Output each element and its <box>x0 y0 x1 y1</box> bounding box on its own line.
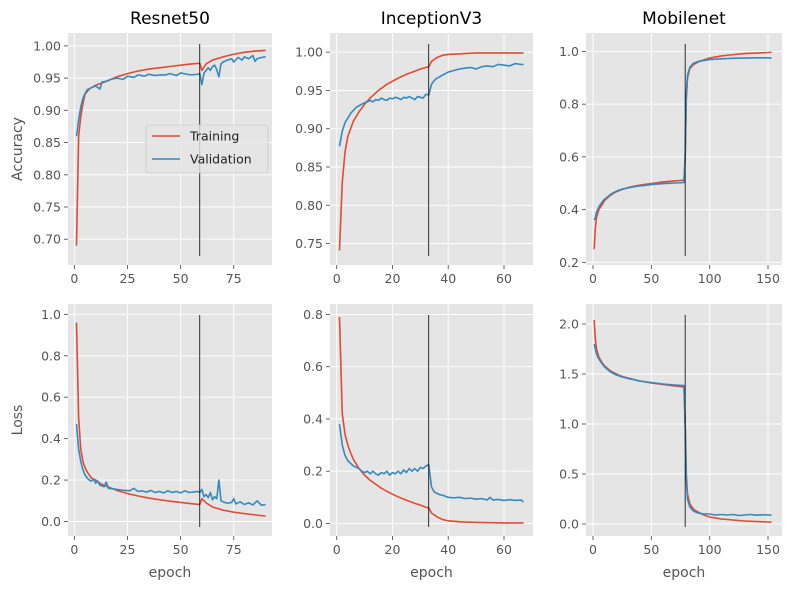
mobilenet-accuracy-xtick-label: 100 <box>698 271 722 286</box>
resnet-accuracy-ylabel: Accuracy <box>10 117 26 181</box>
mobilenet-accuracy-panel: 0 50 100 150 0.2 0.4 0.6 0.8 1.0 Mobilenet <box>559 9 782 286</box>
resnet-accuracy-ytick-label: 0.80 <box>33 167 61 182</box>
inception-loss-xtick-label: 40 <box>440 542 456 557</box>
resnet-loss-xlabel: epoch <box>149 565 192 581</box>
mobilenet-loss-xtick-label: 100 <box>698 542 722 557</box>
resnet-loss-ytick-label: 0.8 <box>41 348 61 363</box>
inception-accuracy-ytick-label: 0.80 <box>295 198 323 213</box>
legend-training-label: Training <box>189 129 239 144</box>
resnet-accuracy-xtick-label: 75 <box>226 271 242 286</box>
resnet-loss-xtick-label: 25 <box>120 542 136 557</box>
resnet-accuracy-xtick-label: 25 <box>120 271 136 286</box>
resnet-loss-panel: 0 25 50 75 0.0 0.2 0.4 0.6 0.8 1.0 epoch Loss <box>10 304 272 581</box>
mobilenet-accuracy-xtick-label: 50 <box>643 271 659 286</box>
inception-accuracy-ytick-label: 0.75 <box>295 236 323 251</box>
resnet-loss-ytick-label: 0.4 <box>41 431 61 446</box>
resnet-accuracy-ytick-label: 0.90 <box>33 103 61 118</box>
inception-accuracy-panel: 0 20 40 60 0.75 0.80 0.85 0.90 0.95 1.00 Inception… <box>295 9 533 286</box>
inception-loss-ytick-label: 0.6 <box>303 359 323 374</box>
inception-loss-ytick-label: 0.0 <box>303 516 323 531</box>
inception-accuracy-ytick-label: 0.85 <box>295 159 323 174</box>
inception-accuracy-training-line <box>338 52 524 251</box>
mobilenet-accuracy-xtick-label: 150 <box>756 271 780 286</box>
resnet-loss-ytick-label: 0.6 <box>41 390 61 405</box>
mobilenet-loss-ytick-label: 1.0 <box>559 417 579 432</box>
mobilenet-loss-axes-background <box>586 304 782 536</box>
inception-accuracy-ytick-label: 0.90 <box>295 121 323 136</box>
mobilenet-accuracy-ytick-label: 1.0 <box>559 44 579 59</box>
resnet-loss-ylabel: Loss <box>10 405 26 436</box>
inception-loss-xtick-label: 20 <box>385 542 401 557</box>
mobilenet-loss-ytick-label: 0.0 <box>559 517 579 532</box>
mobilenet-accuracy-title: Mobilenet <box>642 9 726 29</box>
resnet-loss-training-line <box>75 322 266 517</box>
resnet-accuracy-validation-line <box>75 54 266 137</box>
inception-loss-xlabel: epoch <box>410 565 453 581</box>
inception-loss-ytick-label: 0.8 <box>303 307 323 322</box>
mobilenet-accuracy-validation-line <box>593 56 772 221</box>
mobilenet-loss-ytick-label: 1.5 <box>559 367 579 382</box>
mobilenet-loss-ytick-label: 0.5 <box>559 467 579 482</box>
inception-accuracy-validation-line <box>338 62 524 147</box>
mobilenet-accuracy-ytick-label: 0.6 <box>559 149 579 164</box>
mobilenet-loss-validation-line <box>593 343 772 517</box>
mobilenet-loss-xtick-label: 50 <box>643 542 659 557</box>
resnet-accuracy-ytick-label: 0.70 <box>33 232 61 247</box>
mobilenet-loss-plot-area <box>593 319 772 523</box>
resnet-loss-validation-line <box>75 424 266 507</box>
resnet-loss-axes-background <box>68 304 272 536</box>
inception-loss-xtick-label: 0 <box>333 542 341 557</box>
resnet-accuracy-ytick-label: 0.75 <box>33 200 61 215</box>
resnet-loss-ytick-label: 1.0 <box>41 307 61 322</box>
inception-accuracy-title: InceptionV3 <box>381 9 482 29</box>
inception-loss-axes-background <box>330 304 533 536</box>
mobilenet-loss-xtick-label: 0 <box>589 542 597 557</box>
resnet-accuracy-xtick-label: 50 <box>173 271 189 286</box>
mobilenet-accuracy-ytick-label: 0.8 <box>559 97 579 112</box>
mobilenet-loss-xtick-label: 150 <box>756 542 780 557</box>
resnet-loss-xtick-label: 75 <box>226 542 242 557</box>
resnet-accuracy-xtick-label: 0 <box>70 271 78 286</box>
mobilenet-accuracy-ytick-label: 0.4 <box>559 202 579 217</box>
inception-accuracy-plot-area <box>338 52 524 251</box>
resnet-loss-xtick-label: 50 <box>173 542 189 557</box>
inception-loss-panel: 0 20 40 60 0.0 0.2 0.4 0.6 0.8 epoch <box>303 304 533 581</box>
resnet-accuracy-ytick-label: 0.85 <box>33 135 61 150</box>
inception-accuracy-xtick-label: 20 <box>385 271 401 286</box>
inception-accuracy-xtick-label: 40 <box>440 271 456 286</box>
resnet-loss-ytick-label: 0.2 <box>41 473 61 488</box>
mobilenet-loss-ytick-label: 2.0 <box>559 317 579 332</box>
resnet-loss-plot-area <box>75 322 266 517</box>
mobilenet-accuracy-xtick-label: 0 <box>589 271 597 286</box>
mobilenet-accuracy-plot-area <box>593 51 772 250</box>
resnet-loss-xtick-label: 0 <box>70 542 78 557</box>
resnet-accuracy-plot-area <box>75 49 266 246</box>
inception-loss-xtick-label: 60 <box>496 542 512 557</box>
inception-loss-ytick-label: 0.4 <box>303 411 323 426</box>
legend-validation-label: Validation <box>190 152 252 167</box>
resnet-accuracy-ytick-label: 1.00 <box>33 38 61 53</box>
inception-accuracy-xtick-label: 0 <box>333 271 341 286</box>
inception-accuracy-xtick-label: 60 <box>496 271 512 286</box>
inception-loss-validation-line <box>338 424 524 503</box>
resnet-loss-ytick-label: 0.0 <box>41 514 61 529</box>
resnet-accuracy-title: Resnet50 <box>130 9 210 29</box>
inception-accuracy-axes-background <box>330 33 533 265</box>
inception-loss-training-line <box>338 317 524 524</box>
inception-loss-plot-area <box>338 317 524 524</box>
inception-accuracy-ytick-label: 0.95 <box>295 83 323 98</box>
legend-box <box>145 124 269 174</box>
mobilenet-loss-xlabel: epoch <box>663 565 706 581</box>
mobilenet-accuracy-ytick-label: 0.2 <box>559 255 579 270</box>
inception-accuracy-ytick-label: 1.00 <box>295 45 323 60</box>
legend: Training Validation <box>145 124 269 174</box>
mobilenet-accuracy-axes-background <box>586 33 782 265</box>
mobilenet-loss-panel: 0 50 100 150 0.0 0.5 1.0 1.5 2.0 epoch <box>559 304 782 581</box>
resnet-accuracy-ytick-label: 0.95 <box>33 71 61 86</box>
inception-loss-ytick-label: 0.2 <box>303 464 323 479</box>
